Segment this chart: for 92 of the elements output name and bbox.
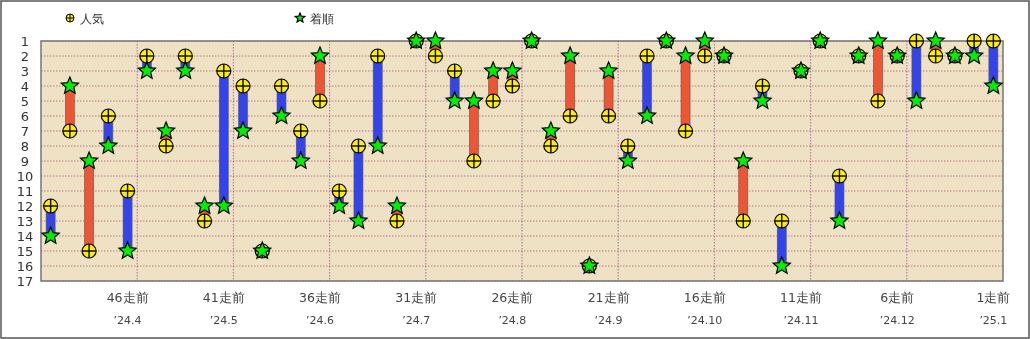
x-tick-label: 1走前 ’25.1 xyxy=(976,290,1011,327)
y-tick-label: 14 xyxy=(16,228,34,244)
y-tick-label: 16 xyxy=(16,258,34,274)
point xyxy=(985,33,1002,49)
point xyxy=(464,91,484,109)
point xyxy=(214,196,233,214)
y-tick-label: 7 xyxy=(20,123,30,139)
point xyxy=(79,151,99,169)
point xyxy=(754,78,771,94)
y-tick-label: 4 xyxy=(20,78,30,94)
point xyxy=(349,211,368,229)
legend-label: 着順 xyxy=(310,11,334,26)
point xyxy=(99,136,118,154)
point xyxy=(927,48,944,64)
point xyxy=(293,123,309,139)
point xyxy=(600,108,617,124)
point xyxy=(772,256,791,274)
y-tick-label: 1 xyxy=(20,33,30,49)
point xyxy=(195,196,214,214)
x-tick-label: 46走前 ’24.4 xyxy=(106,290,149,327)
y-tick-label: 5 xyxy=(20,93,30,109)
point xyxy=(984,76,1003,94)
point xyxy=(119,183,136,199)
x-tick-label: 36走前 ’24.6 xyxy=(299,290,341,327)
point xyxy=(618,151,637,169)
y-tick-label: 9 xyxy=(20,153,30,169)
legend-label: 人気 xyxy=(80,11,104,26)
point xyxy=(233,121,253,139)
point xyxy=(753,91,772,109)
y-tick-label: 6 xyxy=(20,108,30,124)
y-tick-label: 12 xyxy=(16,198,34,214)
point xyxy=(483,61,503,79)
point xyxy=(446,63,463,79)
point xyxy=(176,61,195,79)
point xyxy=(599,61,618,79)
point xyxy=(118,241,137,259)
x-tick-label: 6走前 ’24.12 xyxy=(879,290,915,327)
y-tick-label: 2 xyxy=(20,48,30,64)
point xyxy=(331,183,347,199)
point xyxy=(504,78,521,94)
point xyxy=(677,123,694,139)
point xyxy=(177,48,193,64)
point xyxy=(272,106,291,124)
point xyxy=(695,31,714,49)
point xyxy=(926,31,945,49)
point xyxy=(427,48,444,64)
point xyxy=(350,138,367,154)
point xyxy=(291,151,310,169)
x-tick-label: 21走前 ’24.9 xyxy=(587,290,630,327)
point xyxy=(560,46,580,64)
x-tick-label: 16走前 ’24.10 xyxy=(683,290,726,327)
y-tick-label: 10 xyxy=(16,168,34,184)
point xyxy=(637,106,657,124)
point xyxy=(676,46,695,64)
point xyxy=(370,48,386,64)
y-tick-label: 11 xyxy=(16,183,34,199)
point xyxy=(196,213,213,229)
point xyxy=(273,78,290,94)
y-tick-label: 15 xyxy=(16,243,34,259)
x-tick-label: 26走前 ’24.8 xyxy=(491,290,534,327)
point xyxy=(216,63,232,79)
point xyxy=(387,196,407,214)
point xyxy=(368,136,387,154)
point xyxy=(868,31,888,49)
point xyxy=(907,91,926,109)
point xyxy=(426,31,445,49)
point xyxy=(42,198,59,214)
x-tick-label: 11走前 ’24.11 xyxy=(780,290,822,327)
point xyxy=(310,46,330,64)
point xyxy=(41,226,60,244)
point xyxy=(137,61,156,79)
point xyxy=(541,121,561,139)
point xyxy=(60,76,80,94)
y-tick-label: 17 xyxy=(16,273,34,289)
y-tick-label: 13 xyxy=(16,213,34,229)
x-tick-label: 31走前 ’24.7 xyxy=(395,290,438,327)
point xyxy=(156,121,176,139)
point xyxy=(100,108,117,124)
point xyxy=(831,168,848,184)
point xyxy=(697,48,713,64)
x-tick-label: 41走前 ’24.5 xyxy=(202,290,245,327)
point xyxy=(908,33,925,49)
y-tick-label: 8 xyxy=(20,138,30,154)
point xyxy=(445,91,464,109)
point xyxy=(734,151,753,169)
point xyxy=(964,46,984,64)
point xyxy=(830,211,849,229)
point xyxy=(774,213,790,229)
point xyxy=(330,196,349,214)
point xyxy=(735,213,751,229)
y-tick-label: 3 xyxy=(20,63,30,79)
point xyxy=(503,61,522,79)
